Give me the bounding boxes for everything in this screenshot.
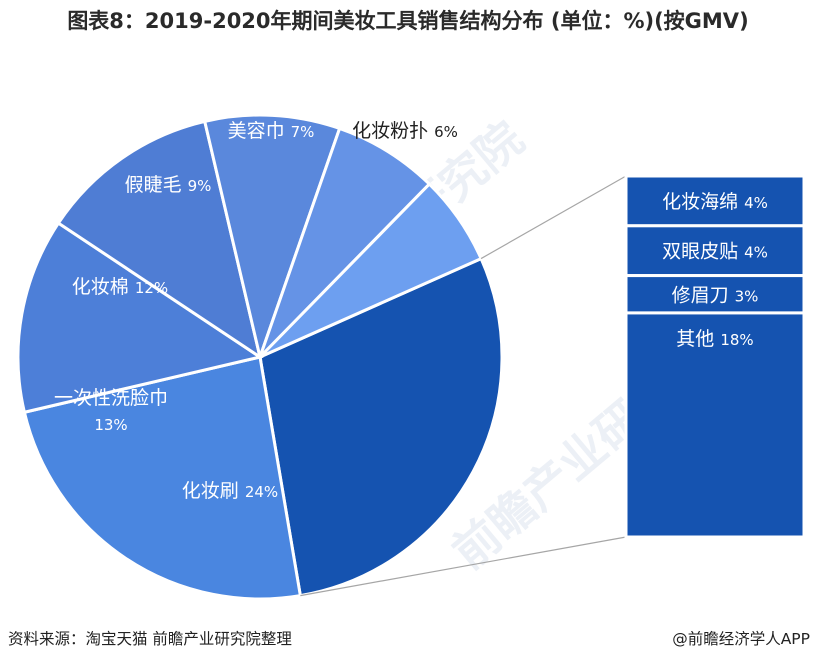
pie-value-label: 13% xyxy=(94,416,127,434)
connector-line xyxy=(480,175,627,260)
bar-segment xyxy=(624,311,806,539)
pie-label: 美容巾 7% xyxy=(228,120,315,142)
pie-label: 假睫毛 9% xyxy=(125,174,212,196)
bar-segment-label: 双眼皮贴 4% xyxy=(662,241,768,263)
chart-title-text: 图表8：2019-2020年期间美妆工具销售结构分布 (单位：%)(按GMV) xyxy=(67,9,749,33)
pie-label: 化妆刷 24% xyxy=(182,480,278,502)
pie-slice xyxy=(202,113,342,363)
pie-label: 一次性洗脸巾 xyxy=(54,387,168,409)
pie-slice xyxy=(22,355,303,601)
bar-segment-label: 化妆海绵 4% xyxy=(662,191,768,213)
pie-slice xyxy=(16,221,264,415)
bar-segment-label: 修眉刀 3% xyxy=(672,284,759,306)
pie-slice xyxy=(56,119,263,361)
bar-segment xyxy=(624,224,806,278)
connector-line xyxy=(300,536,627,597)
brand-credit: @前瞻经济学人APP xyxy=(672,630,810,648)
pie-slice xyxy=(258,126,432,359)
pie-slice xyxy=(258,256,504,598)
pie-label: 化妆棉 12% xyxy=(72,276,168,298)
pie-label: 化妆粉扑 6% xyxy=(352,120,458,142)
source-note: 资料来源：淘宝天猫 前瞻产业研究院整理 xyxy=(8,630,292,648)
bar-segment-label: 其他 18% xyxy=(676,328,753,350)
chart-title: 图表8：2019-2020年期间美妆工具销售结构分布 (单位：%)(按GMV) xyxy=(0,8,816,35)
bar-segment xyxy=(624,174,806,228)
